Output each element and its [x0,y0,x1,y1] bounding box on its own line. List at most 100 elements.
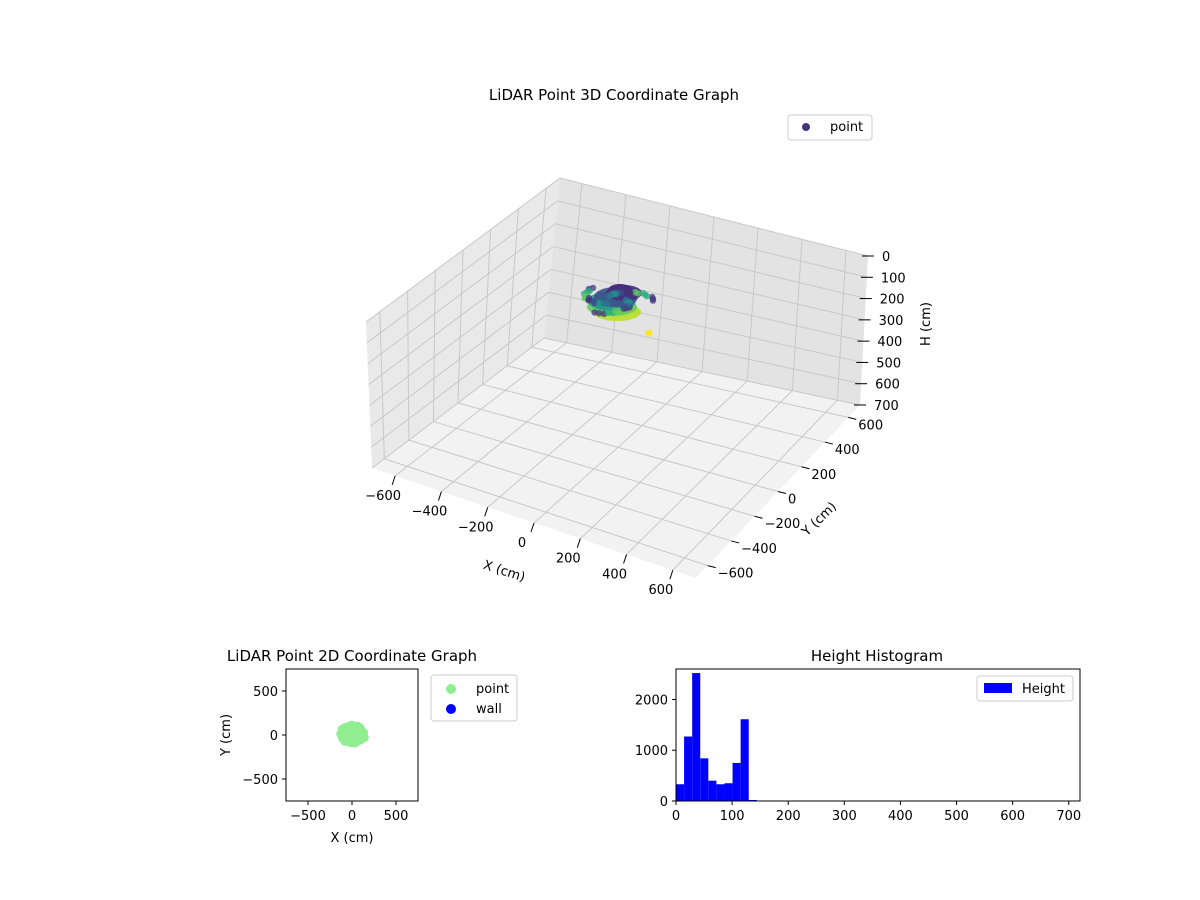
x-tick-label: 200 [556,552,581,567]
x-tick-label: 0 [518,536,526,551]
grid-y-wall [457,249,464,404]
grid-x-wall [611,194,627,353]
pane-floor [372,338,860,578]
legend-3d-marker [802,123,810,131]
scatter-point [350,738,360,748]
y-tick-label: −400 [741,542,777,557]
grid-z-left [365,177,561,323]
x-tick-mark [391,475,396,486]
x-tick-mark [484,507,489,517]
scatter-point [359,733,369,743]
x-tick-label-hist: 700 [1056,809,1081,824]
y-tick-label: −600 [718,567,754,582]
scatter-point [337,724,347,734]
chart-3d-title: LiDAR Point 3D Coordinate Graph [489,86,739,104]
x-tick-mark [623,554,628,564]
x-tick-label-hist: 500 [944,809,969,824]
z-tick-label: 200 [880,293,905,308]
y-tick-mark [731,540,740,544]
grid-z-right [559,177,869,257]
x-tick-label-hist: 600 [1000,809,1025,824]
x-tick-label: 400 [602,567,627,582]
grid-y-wall [482,229,492,385]
x-tick-label-hist: 100 [720,809,745,824]
histogram-bars [676,673,757,801]
x-axis-label: X (cm) [481,558,527,586]
grid-y-floor [384,458,708,567]
chart-histogram: Height Histogram 0 100 200 300 400 500 600 7000… [635,647,1081,824]
grid-y-floor [482,383,802,468]
grid-y-floor [531,346,849,418]
cloud-point [591,309,598,316]
x-tick-mark [576,538,581,548]
grid-x-wall [656,205,671,362]
y-tick-label: 0 [788,493,796,508]
cloud-point [596,299,603,306]
x-tick-label-hist: 300 [832,809,857,824]
grid-y-wall [432,270,436,422]
y-tick-label-2d: 0 [270,729,278,744]
x-tick-mark [530,522,535,533]
x-tick-mark [669,569,674,580]
ticks-2d: −500 0 500 −500 0 500 [242,685,408,824]
cloud-point [618,289,625,296]
grid-y-floor [457,402,779,492]
legend-2d-point-marker [446,684,456,694]
grid-z-left [367,223,556,365]
x-tick-label-hist: 400 [888,809,913,824]
outlier-point [645,329,653,337]
legend-3d-label: point [830,120,863,135]
cloud-point [601,299,608,306]
grid-y-wall [379,311,385,459]
z-tick-label: 600 [875,378,900,393]
cloud-point [586,287,593,295]
legend-2d-point-label: point [476,682,509,697]
grid-3d: −600 −400 −200 0 200 400 600 −600 −400 −200 0 200 40… [365,177,906,598]
grid-z-right [546,314,862,385]
chart-2d-title: LiDAR Point 2D Coordinate Graph [227,647,477,665]
histogram-title: Height Histogram [811,647,943,665]
legend-3d: point [787,114,873,141]
chart-3d: LiDAR Point 3D Coordinate Graph −600 −400… [365,86,934,598]
scatter-point [340,736,350,746]
y-tick-label-hist: 1000 [635,744,668,759]
histogram-bar [724,783,733,801]
cloud-point [612,307,619,315]
y-tick-label: 400 [835,443,860,458]
cloud-point [604,309,612,316]
histogram-ticks: 0 100 200 300 400 500 600 700 0 1000 2000 [635,693,1081,824]
y-tick-mark [801,466,810,470]
cloud-point [634,290,641,297]
x-tick-label-2d: 500 [384,809,409,824]
histogram-bar [716,784,725,801]
histogram-bar [740,719,749,801]
histogram-bar [676,784,685,801]
y-tick-mark [707,565,716,569]
z-tick-label: 0 [882,250,890,265]
grid-x-wall [746,228,759,382]
chart-2d: LiDAR Point 2D Coordinate Graph −500 0 500… [219,647,518,846]
y-tick-label-hist: 2000 [635,693,668,708]
scatter-2d-points [336,720,369,748]
cloud-point [608,292,615,299]
legend-2d: point wall [430,674,518,722]
cloud-point [627,289,634,296]
grid-z-left [369,291,549,427]
cloud-point [585,294,593,302]
histogram-bar [700,758,709,801]
y-tick-mark [777,491,787,494]
grid-x-wall [791,239,803,391]
cloud-point [613,290,620,298]
cloud-point [643,293,651,300]
grid-z-left [371,337,545,469]
x-tick-label-2d: 0 [348,809,356,824]
grid-z-left [369,269,552,406]
z-tick-label: 100 [881,271,906,286]
x-tick-label-hist: 0 [672,809,680,824]
pane-back-right [544,178,868,405]
x-tick-label: −200 [458,520,494,535]
y-tick-label: 600 [858,418,883,433]
legend-2d-wall-label: wall [476,702,502,717]
legend-2d-wall-marker [446,704,456,714]
